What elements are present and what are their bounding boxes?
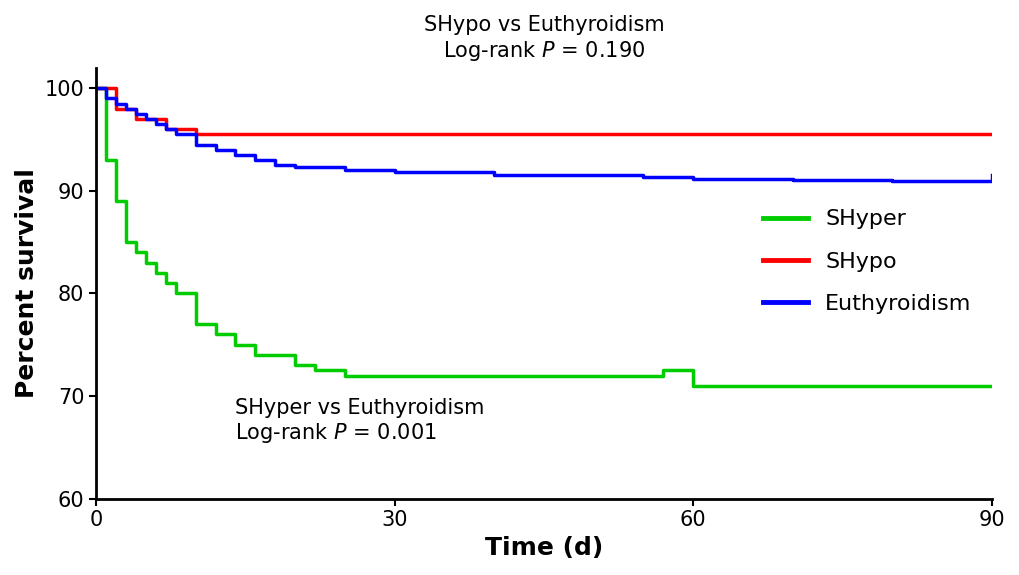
X-axis label: Time (d): Time (d) [484,536,602,560]
Text: SHyper vs Euthyroidism
Log-rank $\it{P}$ = 0.001: SHyper vs Euthyroidism Log-rank $\it{P}$… [235,398,484,446]
Title: SHypo vs Euthyroidism
Log-rank $\it{P}$ = 0.190: SHypo vs Euthyroidism Log-rank $\it{P}$ … [423,15,663,63]
Y-axis label: Percent survival: Percent survival [15,168,39,398]
Legend: SHyper, SHypo, Euthyroidism: SHyper, SHypo, Euthyroidism [753,201,979,323]
